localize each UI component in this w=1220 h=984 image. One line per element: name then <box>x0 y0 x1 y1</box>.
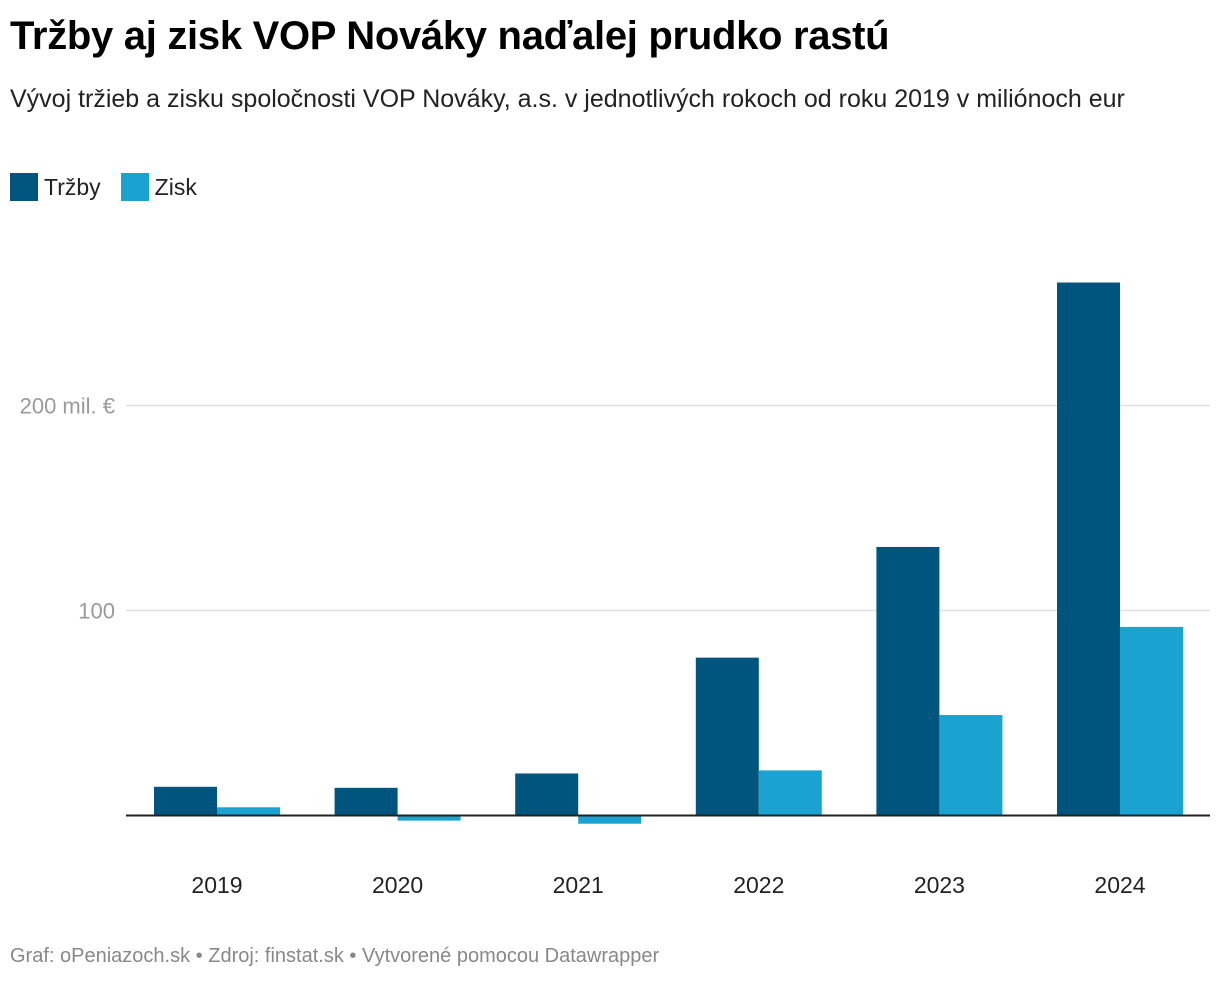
footer-credit: Graf: oPeniazoch.sk <box>10 945 191 967</box>
x-tick-label-2024: 2024 <box>1094 872 1145 898</box>
footer-separator-1: • <box>195 945 203 967</box>
legend-swatch-trzby <box>10 173 38 201</box>
bar-zisk-2024 <box>1120 626 1183 816</box>
bar-trzby-2019 <box>154 786 217 816</box>
x-tick-label-2021: 2021 <box>553 872 604 898</box>
bar-zisk-2022 <box>758 770 822 816</box>
bar-zisk-2020 <box>397 815 461 821</box>
bar-trzby-2023 <box>876 546 940 816</box>
chart-title: Tržby aj zisk VOP Nováky naďalej prudko … <box>10 14 890 58</box>
x-tick-label-2022: 2022 <box>733 872 784 898</box>
x-tick-label-2019: 2019 <box>191 872 242 898</box>
bar-zisk-2021 <box>578 815 642 824</box>
footer-source: Zdroj: finstat.sk <box>208 945 344 967</box>
bar-trzby-2020 <box>334 787 398 816</box>
bar-trzby-2024 <box>1057 282 1120 816</box>
footer-separator-2: • <box>349 945 357 967</box>
legend: Tržby Zisk <box>10 172 217 202</box>
x-tick-label-2023: 2023 <box>914 872 965 898</box>
footer: Graf: oPeniazoch.sk • Zdroj: finstat.sk … <box>10 945 659 968</box>
bar-zisk-2023 <box>939 715 1003 816</box>
y-tick-label-200: 200 mil. € <box>20 394 115 419</box>
chart-subtitle: Vývoj tržieb a zisku spoločnosti VOP Nov… <box>10 85 1125 113</box>
y-tick-label-100: 100 <box>78 599 115 624</box>
bar-zisk-2019 <box>217 807 280 816</box>
legend-swatch-zisk <box>120 173 149 201</box>
bar-trzby-2022 <box>695 657 759 816</box>
x-tick-label-2020: 2020 <box>372 872 423 898</box>
footer-tool: Vytvorené pomocou Datawrapper <box>361 945 660 967</box>
legend-item-zisk: Zisk <box>120 173 197 201</box>
legend-label-trzby: Tržby <box>44 173 101 200</box>
legend-item-trzby: Tržby <box>10 173 101 201</box>
legend-label-zisk: Zisk <box>154 173 197 200</box>
bar-trzby-2021 <box>515 773 579 816</box>
